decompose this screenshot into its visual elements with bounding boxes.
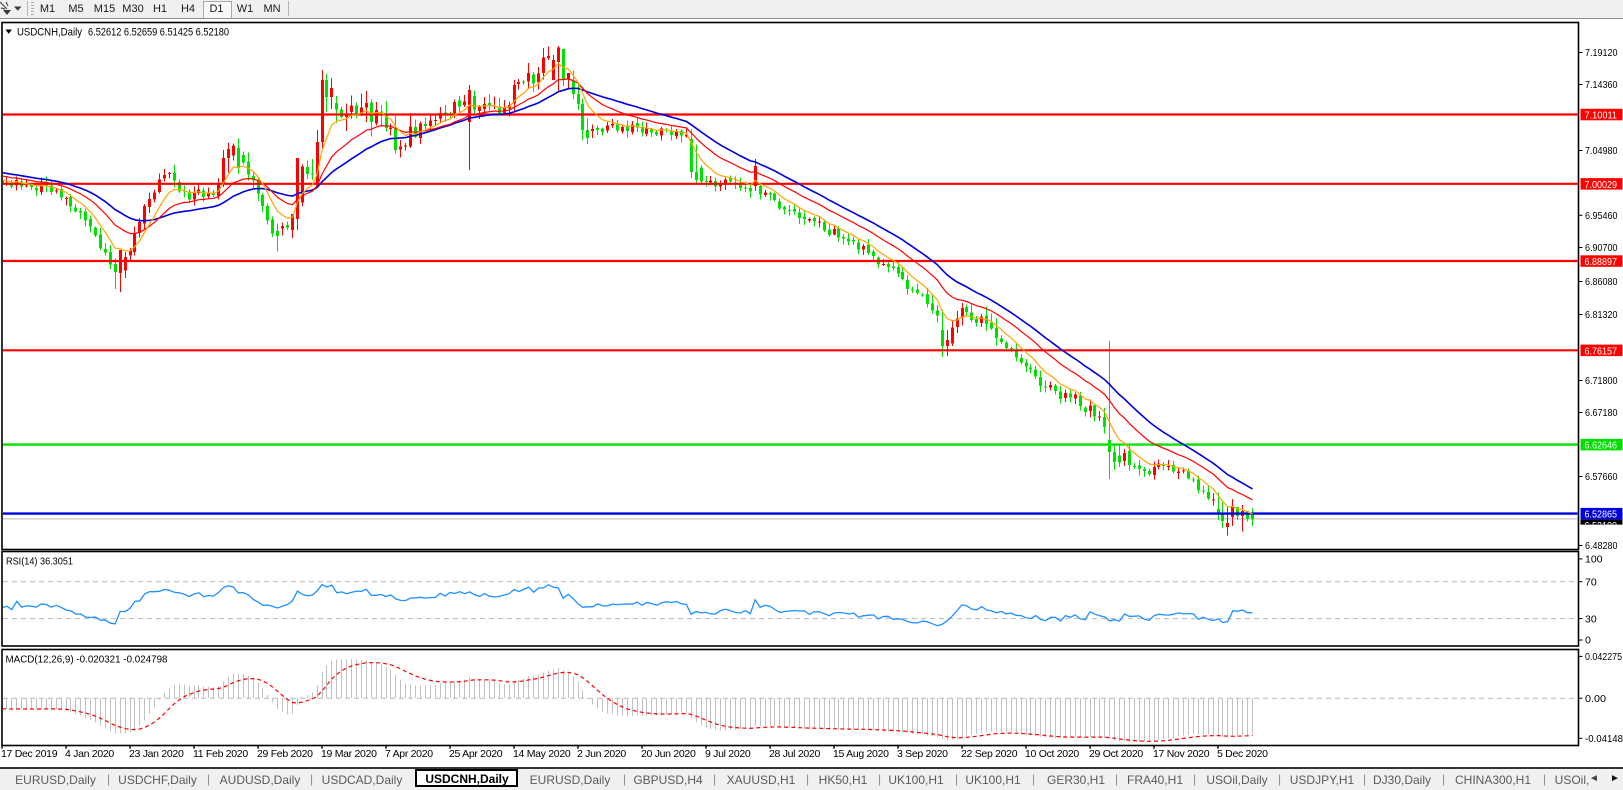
svg-text:7.14360: 7.14360 — [1585, 79, 1618, 91]
svg-text:6.67180: 6.67180 — [1585, 407, 1618, 419]
svg-text:6.90700: 6.90700 — [1585, 242, 1618, 254]
svg-text:7.00029: 7.00029 — [1585, 179, 1618, 191]
svg-text:7.04980: 7.04980 — [1585, 145, 1618, 157]
svg-text:25 Apr 2020: 25 Apr 2020 — [449, 748, 503, 760]
svg-text:5 Dec 2020: 5 Dec 2020 — [1217, 748, 1268, 760]
svg-text:6.62646: 6.62646 — [1585, 440, 1618, 452]
svg-text:6.88897: 6.88897 — [1585, 256, 1618, 268]
svg-text:28 Jul 2020: 28 Jul 2020 — [769, 748, 820, 760]
svg-text:RSI(14) 36.3051: RSI(14) 36.3051 — [6, 556, 73, 568]
svg-text:23 Jan 2020: 23 Jan 2020 — [129, 748, 184, 760]
svg-text:19 Mar 2020: 19 Mar 2020 — [321, 748, 377, 760]
svg-text:0.042275: 0.042275 — [1585, 651, 1622, 663]
svg-text:70: 70 — [1585, 576, 1597, 588]
svg-text:-0.04148: -0.04148 — [1585, 733, 1623, 745]
svg-text:6.52612 6.52659 6.51425 6.5218: 6.52612 6.52659 6.51425 6.52180 — [88, 27, 229, 39]
svg-text:20 Jun 2020: 20 Jun 2020 — [641, 748, 696, 760]
svg-text:6.52180: 6.52180 — [1585, 520, 1618, 532]
svg-text:29 Oct 2020: 29 Oct 2020 — [1089, 748, 1143, 760]
svg-text:17 Dec 2019: 17 Dec 2019 — [1, 748, 58, 760]
svg-text:0: 0 — [1585, 635, 1591, 647]
svg-text:USDCNH,Daily: USDCNH,Daily — [17, 27, 82, 39]
svg-text:30: 30 — [1585, 613, 1597, 625]
svg-text:6.57660: 6.57660 — [1585, 471, 1618, 483]
svg-text:10 Oct 2020: 10 Oct 2020 — [1025, 748, 1079, 760]
svg-text:29 Feb 2020: 29 Feb 2020 — [257, 748, 313, 760]
svg-text:2 Jun 2020: 2 Jun 2020 — [577, 748, 626, 760]
svg-text:6.52865: 6.52865 — [1585, 509, 1618, 521]
svg-text:9 Jul 2020: 9 Jul 2020 — [705, 748, 751, 760]
svg-text:3 Sep 2020: 3 Sep 2020 — [897, 748, 948, 760]
svg-text:6.76157: 6.76157 — [1585, 345, 1618, 357]
svg-text:6.81320: 6.81320 — [1585, 309, 1618, 321]
svg-text:17 Nov 2020: 17 Nov 2020 — [1153, 748, 1210, 760]
svg-text:0.00: 0.00 — [1585, 693, 1606, 705]
svg-text:6.86080: 6.86080 — [1585, 276, 1618, 288]
svg-text:22 Sep 2020: 22 Sep 2020 — [961, 748, 1018, 760]
svg-text:6.71800: 6.71800 — [1585, 375, 1618, 387]
svg-text:100: 100 — [1585, 554, 1603, 566]
svg-text:7.19120: 7.19120 — [1585, 47, 1618, 59]
svg-text:6.48280: 6.48280 — [1585, 540, 1618, 552]
svg-text:4 Jan 2020: 4 Jan 2020 — [65, 748, 114, 760]
svg-text:14 May 2020: 14 May 2020 — [513, 748, 571, 760]
svg-text:6.95460: 6.95460 — [1585, 210, 1618, 222]
svg-text:11 Feb 2020: 11 Feb 2020 — [193, 748, 248, 760]
svg-text:MACD(12,26,9) -0.020321 -0.024: MACD(12,26,9) -0.020321 -0.024798 — [6, 654, 168, 666]
svg-text:15 Aug 2020: 15 Aug 2020 — [833, 748, 889, 760]
svg-text:7 Apr 2020: 7 Apr 2020 — [385, 748, 433, 760]
svg-text:7.10011: 7.10011 — [1585, 110, 1618, 122]
